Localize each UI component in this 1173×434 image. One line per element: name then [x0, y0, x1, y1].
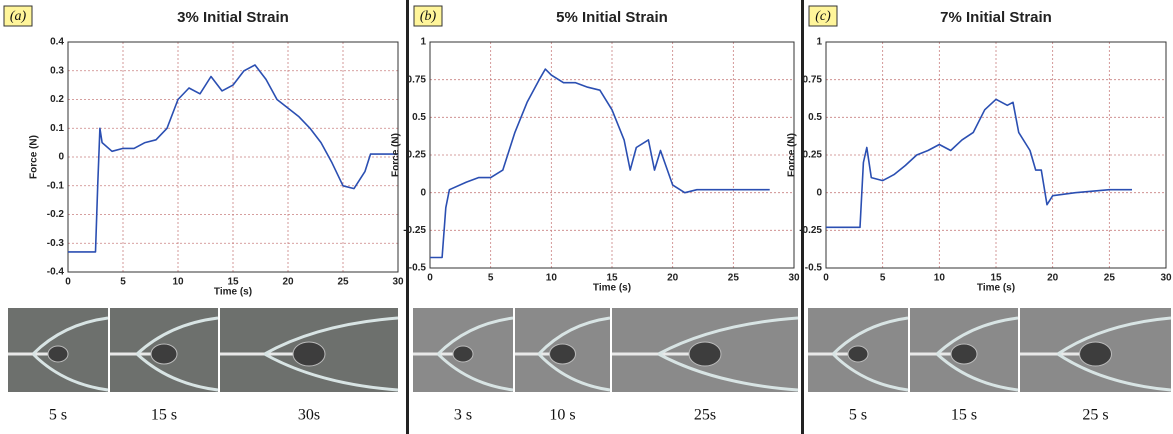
panel-label: (c) [815, 9, 831, 24]
y-tick-label: -0.4 [47, 267, 65, 278]
y-tick-label: 0.2 [50, 94, 64, 105]
y-tick-label: 1 [420, 37, 426, 48]
x-axis-label: Time (s) [593, 283, 631, 294]
x-tick-label: 10 [172, 277, 184, 288]
photo-droplet [150, 343, 178, 365]
data-line [826, 98, 1132, 229]
x-tick-label: 20 [1047, 273, 1059, 284]
x-tick-label: 25 [1104, 273, 1116, 284]
plot-frame [67, 41, 399, 273]
plot-frame [429, 41, 795, 269]
data-line [430, 68, 770, 259]
separator [801, 0, 804, 434]
panel-label-box [808, 5, 838, 27]
photo-droplet [950, 343, 978, 365]
x-tick-label: 20 [282, 277, 294, 288]
x-tick-label: 25 [337, 277, 349, 288]
y-axis-label: Force (N) [29, 135, 40, 179]
photo-droplet [452, 345, 474, 363]
photo-caption: 5 s [849, 407, 867, 424]
photo-caption: 5 s [49, 407, 67, 424]
y-tick-label: 0.75 [407, 74, 427, 85]
x-tick-label: 30 [1160, 273, 1172, 284]
panel-label: (a) [10, 9, 27, 24]
y-tick-label: -0.1 [47, 180, 65, 191]
separator [406, 0, 409, 434]
chart-title: 5% Initial Strain [556, 9, 668, 26]
x-tick-label: 10 [934, 273, 946, 284]
plot-frame [825, 41, 1167, 269]
photo-droplet [47, 345, 69, 363]
photo-caption: 30s [298, 407, 320, 424]
y-tick-label: 0.1 [50, 123, 64, 134]
photo-caption: 15 s [951, 407, 977, 424]
panel-label: (b) [420, 9, 437, 24]
chart-title: 3% Initial Strain [177, 9, 289, 26]
y-tick-label: 0.5 [412, 112, 426, 123]
x-tick-label: 15 [606, 273, 618, 284]
x-tick-label: 0 [65, 277, 71, 288]
panel-label-box [3, 5, 33, 27]
y-tick-label: -0.25 [403, 225, 426, 236]
y-tick-label: -0.25 [799, 225, 822, 236]
photo-gripper [1056, 316, 1172, 392]
photo-droplet [549, 343, 576, 365]
y-axis-label: Force (N) [391, 133, 402, 177]
photo-droplet [1079, 341, 1112, 367]
y-tick-label: -0.3 [47, 238, 65, 249]
y-tick-label: 0.25 [803, 150, 823, 161]
y-tick-label: 0 [58, 152, 64, 163]
x-tick-label: 30 [788, 273, 800, 284]
photo-caption: 10 s [549, 407, 575, 424]
photo-gripper [263, 316, 399, 392]
y-tick-label: 0.75 [803, 74, 823, 85]
y-tick-label: -0.2 [47, 209, 65, 220]
photo-gripper [537, 316, 611, 392]
x-tick-label: 5 [880, 273, 886, 284]
panel-label-box [413, 5, 443, 27]
y-tick-label: 0 [420, 187, 426, 198]
x-tick-label: 20 [667, 273, 679, 284]
photo-droplet [688, 341, 722, 367]
y-tick-label: 1 [816, 37, 822, 48]
y-tick-label: 0.25 [407, 150, 427, 161]
x-axis-label: Time (s) [977, 283, 1015, 294]
x-tick-label: 5 [120, 277, 126, 288]
y-axis-label: Force (N) [787, 133, 798, 177]
photo-caption: 15 s [151, 407, 177, 424]
x-tick-label: 10 [546, 273, 558, 284]
y-tick-label: -0.5 [805, 263, 823, 274]
y-tick-label: -0.5 [409, 263, 427, 274]
photo-gripper [831, 316, 909, 392]
photo-caption: 25s [694, 407, 716, 424]
y-tick-label: 0.3 [50, 65, 64, 76]
x-tick-label: 15 [227, 277, 239, 288]
y-tick-label: 0.5 [808, 112, 822, 123]
photo-droplet [292, 341, 326, 367]
photo-gripper [935, 316, 1019, 392]
photo-gripper [657, 316, 799, 392]
photo-gripper [31, 316, 109, 392]
y-tick-label: 0.4 [50, 37, 64, 48]
photo-gripper [436, 316, 514, 392]
photo-caption: 3 s [454, 407, 472, 424]
data-line [68, 64, 398, 253]
x-tick-label: 15 [990, 273, 1002, 284]
x-tick-label: 0 [823, 273, 829, 284]
x-tick-label: 0 [427, 273, 433, 284]
chart-title: 7% Initial Strain [940, 9, 1052, 26]
x-tick-label: 5 [488, 273, 494, 284]
x-tick-label: 25 [728, 273, 740, 284]
photo-caption: 25 s [1082, 407, 1108, 424]
y-tick-label: 0 [816, 187, 822, 198]
x-axis-label: Time (s) [214, 287, 252, 298]
photo-droplet [847, 345, 869, 363]
photo-gripper [135, 316, 219, 392]
x-tick-label: 30 [392, 277, 404, 288]
